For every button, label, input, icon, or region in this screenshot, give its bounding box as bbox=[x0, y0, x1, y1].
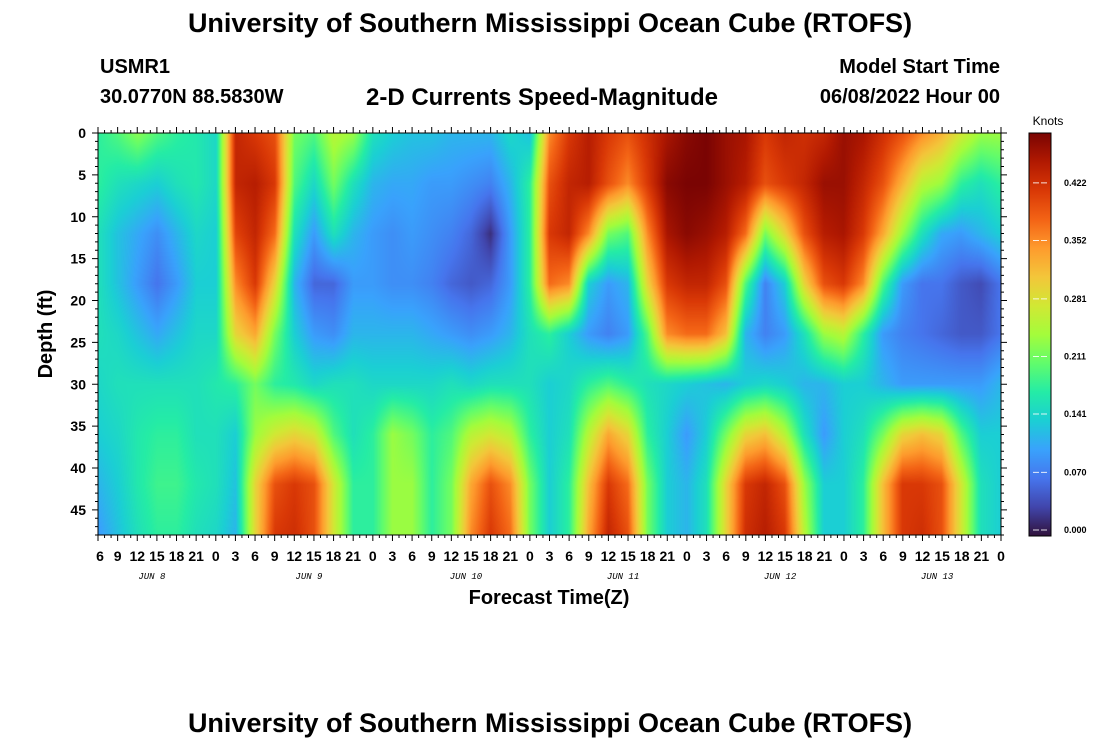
x-tick-label: 0 bbox=[997, 548, 1005, 564]
colorbar-tick-label: 0.281 bbox=[1064, 294, 1087, 304]
x-tick-label: 9 bbox=[585, 548, 593, 564]
model-start-value: 06/08/2022 Hour 00 bbox=[819, 86, 1000, 108]
day-label: JUN 12 bbox=[764, 572, 797, 582]
x-tick-label: 6 bbox=[408, 548, 416, 564]
x-tick-label: 21 bbox=[817, 548, 833, 564]
x-tick-label: 12 bbox=[287, 548, 303, 564]
colorbar-tick-label: 0.422 bbox=[1064, 178, 1087, 188]
y-axis: 0 5 10 15 20 25 30 35 40 45 bbox=[70, 125, 1007, 536]
x-tick-label: 0 bbox=[526, 548, 534, 564]
colorbar-tick-label: 0.000 bbox=[1064, 525, 1087, 535]
x-tick-label: 21 bbox=[659, 548, 675, 564]
x-tick-label: 15 bbox=[149, 548, 165, 564]
x-axis: 6 9 12 15 18 21 0 3 6 9 12 15 18 21 0 3 6 9 12 15 18 21 0 3 6 9 12… bbox=[96, 127, 1005, 582]
chart-subtitle: 2-D Currents Speed-Magnitude bbox=[366, 84, 719, 111]
x-tick-label: 9 bbox=[742, 548, 750, 564]
colorbar: Knots 0.422 0.352 0.281 0.211 0.141 0.070 0.00… bbox=[1028, 114, 1087, 537]
x-tick-label: 9 bbox=[899, 548, 907, 564]
x-tick-label: 6 bbox=[565, 548, 573, 564]
x-tick-label: 12 bbox=[601, 548, 617, 564]
x-tick-label: 9 bbox=[428, 548, 436, 564]
x-tick-label: 6 bbox=[96, 548, 104, 564]
x-tick-label: 21 bbox=[502, 548, 518, 564]
day-label: JUN 11 bbox=[607, 572, 639, 582]
colorbar-tick-label: 0.070 bbox=[1064, 467, 1087, 477]
x-tick-label: 18 bbox=[483, 548, 499, 564]
x-tick-label: 15 bbox=[934, 548, 950, 564]
day-label: JUN 9 bbox=[295, 572, 323, 582]
x-tick-label: 21 bbox=[188, 548, 204, 564]
model-start-label: Model Start Time bbox=[839, 56, 1000, 78]
y-tick-label: 5 bbox=[78, 167, 86, 183]
x-tick-label: 15 bbox=[463, 548, 479, 564]
x-tick-label: 12 bbox=[758, 548, 774, 564]
plot-area bbox=[97, 132, 1002, 536]
x-tick-label: 9 bbox=[114, 548, 122, 564]
x-tick-label: 6 bbox=[722, 548, 730, 564]
x-tick-label: 0 bbox=[840, 548, 848, 564]
y-tick-label: 15 bbox=[70, 251, 86, 267]
repeated-page-title: University of Southern Mississippi Ocean… bbox=[187, 708, 913, 738]
x-tick-label: 3 bbox=[389, 548, 397, 564]
x-tick-label: 3 bbox=[232, 548, 240, 564]
x-tick-label: 9 bbox=[271, 548, 279, 564]
x-tick-label: 12 bbox=[444, 548, 460, 564]
x-tick-label: 0 bbox=[683, 548, 691, 564]
y-axis-title: Depth (ft) bbox=[35, 290, 57, 379]
x-tick-label: 6 bbox=[879, 548, 887, 564]
y-tick-label: 45 bbox=[70, 502, 86, 518]
heatmap-canvas bbox=[98, 133, 1001, 535]
y-tick-label: 10 bbox=[70, 209, 86, 225]
y-tick-label: 40 bbox=[70, 460, 86, 476]
x-tick-label: 3 bbox=[860, 548, 868, 564]
y-tick-label: 0 bbox=[78, 125, 86, 141]
y-tick-label: 20 bbox=[70, 293, 86, 309]
x-tick-label: 18 bbox=[954, 548, 970, 564]
station-id: USMR1 bbox=[100, 56, 171, 78]
x-tick-label: 18 bbox=[326, 548, 342, 564]
day-label: JUN 10 bbox=[450, 572, 483, 582]
colorbar-bar bbox=[1028, 132, 1052, 537]
x-tick-label: 12 bbox=[915, 548, 931, 564]
x-tick-label: 18 bbox=[797, 548, 813, 564]
x-tick-label: 6 bbox=[251, 548, 259, 564]
x-tick-label: 3 bbox=[703, 548, 711, 564]
x-axis-title: Forecast Time(Z) bbox=[469, 587, 630, 609]
y-tick-label: 30 bbox=[70, 376, 86, 392]
x-tick-label: 18 bbox=[169, 548, 185, 564]
x-tick-label: 0 bbox=[212, 548, 220, 564]
x-tick-label: 0 bbox=[369, 548, 377, 564]
x-tick-label: 15 bbox=[777, 548, 793, 564]
x-tick-label: 3 bbox=[546, 548, 554, 564]
x-tick-label: 21 bbox=[974, 548, 990, 564]
x-tick-label: 12 bbox=[129, 548, 145, 564]
colorbar-tick-label: 0.141 bbox=[1064, 409, 1087, 419]
x-tick-label: 15 bbox=[620, 548, 636, 564]
colorbar-tick-label: 0.352 bbox=[1064, 235, 1087, 245]
station-coordinates: 30.0770N 88.5830W bbox=[100, 86, 284, 108]
colorbar-tick-label: 0.211 bbox=[1064, 351, 1086, 361]
y-tick-label: 25 bbox=[70, 334, 86, 350]
x-tick-label: 18 bbox=[640, 548, 656, 564]
heatmap-container bbox=[98, 133, 1001, 535]
x-tick-label: 21 bbox=[345, 548, 361, 564]
page-title: University of Southern Mississippi Ocean… bbox=[187, 8, 913, 38]
y-tick-label: 35 bbox=[70, 418, 86, 434]
x-tick-label: 15 bbox=[306, 548, 322, 564]
day-label: JUN 8 bbox=[138, 572, 166, 582]
day-label: JUN 13 bbox=[921, 572, 954, 582]
colorbar-unit: Knots bbox=[1033, 114, 1064, 128]
